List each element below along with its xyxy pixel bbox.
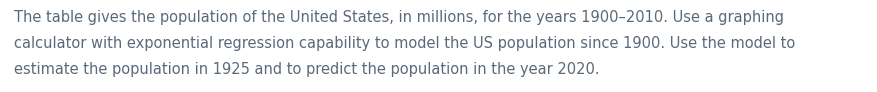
Text: The table gives the population of the United States, in millions, for the years : The table gives the population of the Un… [14, 10, 783, 25]
Text: calculator with exponential regression capability to model the US population sin: calculator with exponential regression c… [14, 36, 795, 51]
Text: estimate the population in 1925 and to predict the population in the year 2020.: estimate the population in 1925 and to p… [14, 62, 599, 77]
